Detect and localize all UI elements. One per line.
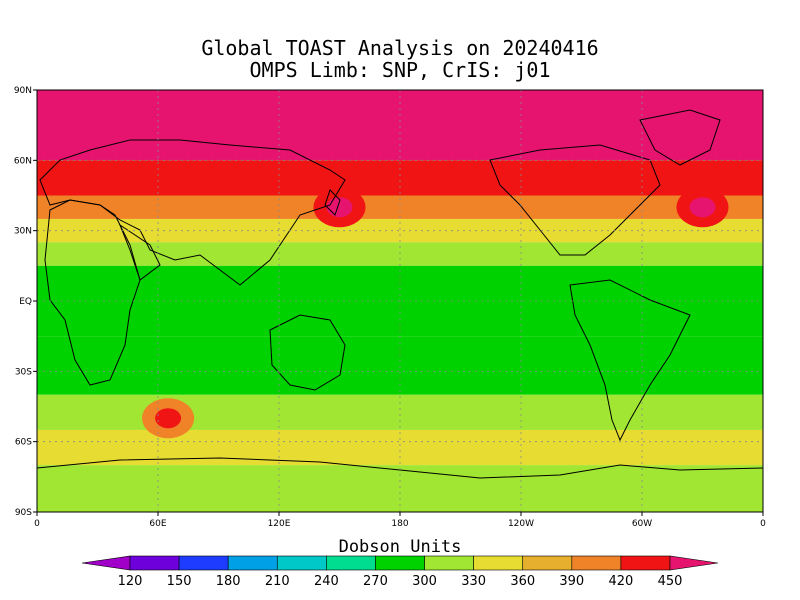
ozone-maximum-0 bbox=[155, 408, 182, 429]
gridlines bbox=[37, 90, 763, 512]
latitude-labels: 90N 60N 30N EQ 30S 60S 90S bbox=[14, 86, 37, 518]
colorbar-below-arrow bbox=[81, 555, 131, 571]
colorbar-level-label: 420 bbox=[608, 574, 633, 589]
lat-tick-label: 90S bbox=[15, 508, 32, 518]
ozone-maximum-2 bbox=[326, 197, 353, 218]
ozone-band-2 bbox=[37, 195, 763, 219]
colorbar-level-label: 150 bbox=[167, 574, 192, 589]
lon-tick-label: 120W bbox=[508, 519, 534, 529]
colorbar-swatch bbox=[129, 555, 180, 571]
ozone-field bbox=[37, 90, 763, 512]
colorbar-swatch bbox=[227, 555, 278, 571]
lon-tick-label: 60W bbox=[632, 519, 652, 529]
lon-tick-label: 60E bbox=[149, 519, 166, 529]
coastlines bbox=[36, 109, 764, 479]
ozone-band-0 bbox=[37, 90, 763, 161]
colorbar-level-label: 210 bbox=[265, 574, 290, 589]
colorbar-level-label: 300 bbox=[412, 574, 437, 589]
greenland-outline bbox=[639, 109, 721, 166]
lon-tick-label: 0 bbox=[34, 519, 40, 529]
colorbar-level-label: 450 bbox=[658, 574, 683, 589]
lon-tick-label: 0 bbox=[760, 519, 766, 529]
colorbar-swatch bbox=[571, 555, 622, 571]
colorbar-level-label: 390 bbox=[559, 574, 584, 589]
colorbar-level-label: 240 bbox=[314, 574, 339, 589]
colorbar-labels: 120 150 180 210 240 270 300 330 360 390 420 450 bbox=[118, 574, 683, 589]
colorbar-swatch bbox=[276, 555, 327, 571]
colorbar-level-label: 180 bbox=[216, 574, 241, 589]
colorbar-swatch bbox=[178, 555, 229, 571]
lon-tick-label: 180 bbox=[391, 519, 408, 529]
colorbar-swatch bbox=[326, 555, 376, 571]
colorbar-swatch bbox=[620, 555, 671, 571]
ozone-band-4 bbox=[37, 242, 763, 266]
lon-tick-label: 120E bbox=[268, 519, 291, 529]
lat-tick-label: EQ bbox=[19, 297, 32, 307]
lat-tick-label: 30S bbox=[15, 367, 32, 377]
ozone-maximum-1 bbox=[689, 197, 716, 218]
colorbar-level-label: 360 bbox=[510, 574, 535, 589]
south-america-outline bbox=[569, 279, 691, 442]
map-title: Global TOAST Analysis on 20240416 bbox=[201, 36, 599, 60]
colorbar-level-label: 120 bbox=[118, 574, 143, 589]
colorbar-swatch bbox=[424, 555, 474, 571]
ozone-band-1 bbox=[37, 160, 763, 196]
colorbar-title: Dobson Units bbox=[338, 537, 462, 557]
colorbar-above-arrow bbox=[669, 555, 719, 571]
europe-asia-outline bbox=[39, 139, 346, 286]
colorbar-swatch bbox=[375, 555, 425, 571]
map-subtitle: OMPS Limb: SNP, CrIS: j01 bbox=[249, 58, 551, 82]
colorbar-level-label: 270 bbox=[363, 574, 388, 589]
lat-tick-label: 90N bbox=[14, 86, 32, 96]
colorbar-level-label: 330 bbox=[461, 574, 486, 589]
colorbar-swatch bbox=[473, 555, 524, 571]
colorbar bbox=[81, 555, 719, 571]
ozone-band-3 bbox=[37, 218, 763, 243]
colorbar-swatch bbox=[522, 555, 573, 571]
arabia-outline bbox=[118, 223, 161, 281]
lat-tick-label: 30N bbox=[14, 227, 32, 237]
antarctica-outline bbox=[36, 457, 764, 479]
lat-tick-label: 60N bbox=[14, 156, 32, 166]
japan-outline bbox=[324, 189, 341, 216]
north-america-outline bbox=[489, 144, 661, 256]
longitude-labels: 0 60E 120E 180 120W 60W 0 bbox=[34, 512, 766, 529]
lat-tick-label: 60S bbox=[15, 438, 32, 448]
